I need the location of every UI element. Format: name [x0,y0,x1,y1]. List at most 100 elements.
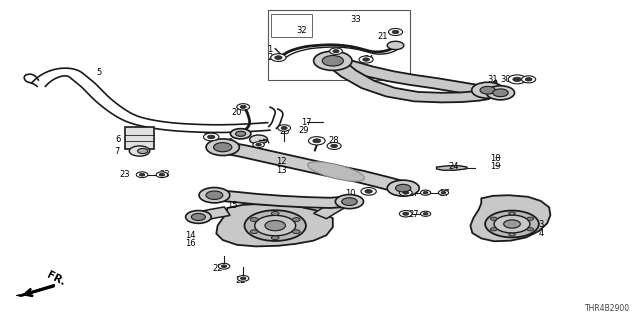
Circle shape [359,56,373,63]
Text: 21: 21 [378,32,388,41]
Circle shape [281,126,287,130]
Text: 27: 27 [440,189,450,198]
Text: 28: 28 [329,136,339,145]
Circle shape [138,148,148,154]
Text: 5: 5 [97,68,102,76]
Circle shape [508,75,526,84]
Circle shape [250,230,258,234]
Circle shape [509,233,515,236]
Circle shape [271,212,279,215]
Circle shape [129,146,150,156]
Text: 14: 14 [186,231,196,240]
Text: 11: 11 [346,198,356,207]
Circle shape [253,142,264,148]
Text: 15: 15 [227,201,237,210]
Circle shape [388,28,403,36]
Circle shape [323,55,344,66]
Circle shape [292,230,300,234]
Circle shape [240,105,246,108]
Text: 9: 9 [228,148,233,157]
Circle shape [230,129,251,139]
Polygon shape [483,80,499,96]
Polygon shape [216,204,333,246]
FancyBboxPatch shape [125,127,154,149]
Circle shape [486,86,515,100]
Circle shape [241,277,246,280]
Circle shape [271,236,279,240]
Polygon shape [470,195,550,241]
Text: 12: 12 [276,157,287,166]
Circle shape [480,86,495,94]
Text: 26: 26 [204,133,214,142]
Polygon shape [195,207,230,221]
Polygon shape [212,190,350,208]
Text: 6: 6 [116,135,121,144]
Circle shape [513,77,522,82]
Circle shape [525,78,532,81]
Circle shape [331,144,337,148]
Circle shape [265,220,285,231]
Circle shape [204,133,219,141]
Text: 30: 30 [364,188,374,197]
Circle shape [423,191,428,194]
Circle shape [335,195,364,209]
Circle shape [365,189,372,193]
Text: 3: 3 [538,220,543,229]
Text: 13: 13 [276,166,287,175]
Circle shape [313,139,321,143]
Circle shape [493,89,508,97]
Circle shape [250,135,268,144]
Circle shape [314,51,352,70]
Text: 25: 25 [331,51,341,60]
Text: 23: 23 [120,170,130,179]
Bar [271,14,312,37]
Circle shape [522,76,536,83]
Circle shape [250,218,258,221]
Text: 29: 29 [298,126,308,135]
Text: 22: 22 [236,276,246,285]
Circle shape [527,228,534,231]
Circle shape [256,143,261,146]
Circle shape [333,50,339,53]
Polygon shape [219,142,407,192]
Text: 27: 27 [409,189,419,198]
Circle shape [485,211,539,237]
Circle shape [186,211,211,223]
Text: 16: 16 [186,239,196,248]
Text: 31: 31 [487,75,497,84]
Text: 23: 23 [160,170,170,179]
Bar [268,10,410,80]
Polygon shape [436,166,467,170]
Circle shape [330,48,342,54]
Text: 27: 27 [409,210,419,219]
Text: 2: 2 [268,53,273,62]
Text: 8: 8 [228,138,233,147]
Circle shape [199,188,230,203]
Polygon shape [314,197,356,219]
Circle shape [403,191,409,194]
Circle shape [399,211,412,217]
Text: 32: 32 [297,26,307,35]
Circle shape [399,189,412,196]
Circle shape [504,220,520,228]
Circle shape [363,58,369,61]
Text: 19: 19 [490,162,500,171]
Circle shape [207,135,215,139]
Circle shape [159,173,164,176]
Polygon shape [16,284,54,297]
Text: 30: 30 [500,75,511,84]
Circle shape [472,82,504,98]
Polygon shape [328,56,489,96]
Text: 17: 17 [301,118,311,127]
Text: 24: 24 [449,162,459,171]
Circle shape [490,217,497,220]
Circle shape [438,190,449,195]
Text: 7: 7 [115,147,120,156]
Polygon shape [324,58,490,102]
Circle shape [494,215,530,233]
Circle shape [327,142,341,149]
Circle shape [136,172,148,178]
Circle shape [221,265,227,268]
Text: 34: 34 [364,55,374,64]
Text: 4: 4 [538,229,543,238]
